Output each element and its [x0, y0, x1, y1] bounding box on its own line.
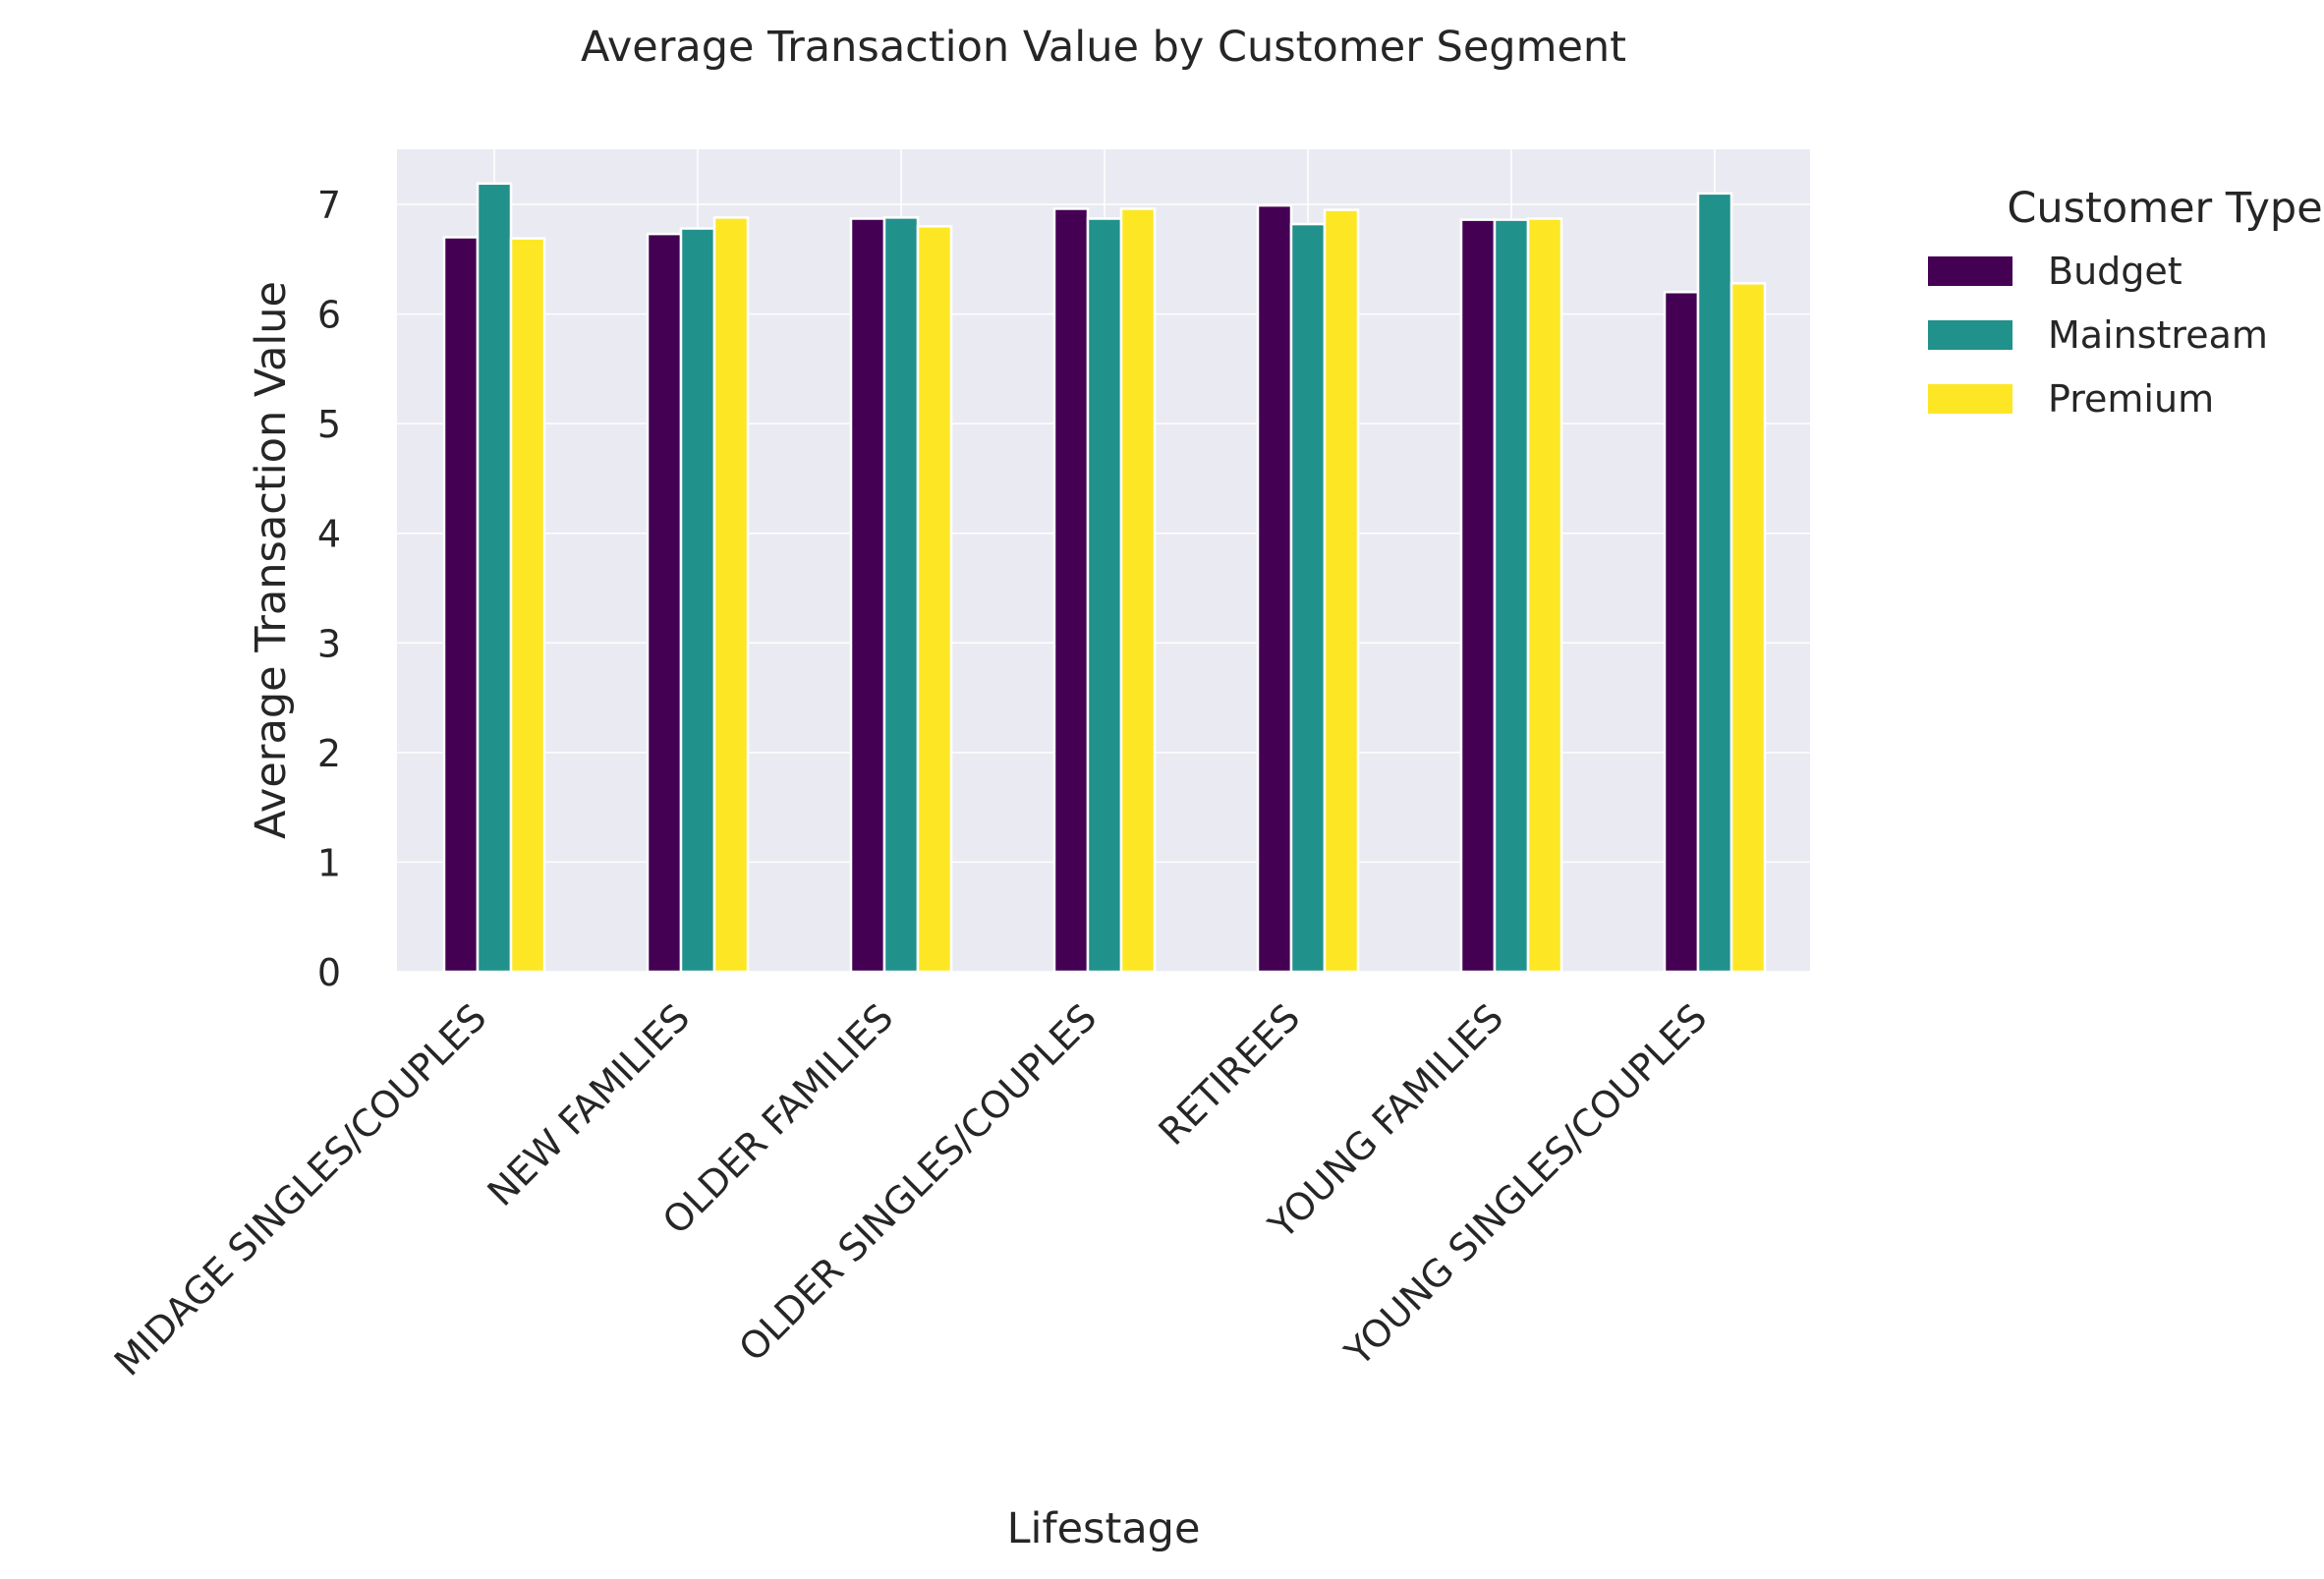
- legend-items: Budget Mainstream Premium: [1928, 250, 2268, 421]
- legend-swatch-budget: [1928, 256, 2012, 286]
- x-tick-label: YOUNG SINGLES/COUPLES: [1336, 995, 1716, 1375]
- legend-label-mainstream: Mainstream: [2048, 313, 2268, 357]
- bar-budget: [1256, 203, 1293, 974]
- bar-budget: [442, 236, 480, 974]
- bar-budget: [1052, 207, 1090, 974]
- bar-budget: [646, 232, 683, 974]
- legend: Customer Type Budget Mainstream Premium: [1928, 184, 2323, 421]
- x-tick-label: NEW FAMILIES: [480, 995, 699, 1214]
- y-tick-label: 0: [317, 951, 341, 994]
- bar-premium: [509, 237, 546, 974]
- legend-label-premium: Premium: [2048, 377, 2214, 421]
- bar-mainstream: [882, 216, 920, 974]
- x-tick-label: OLDER SINGLES/COUPLES: [730, 995, 1105, 1370]
- bar-premium: [1323, 208, 1360, 974]
- bar-mainstream: [1289, 222, 1327, 974]
- bar-premium: [1119, 207, 1157, 974]
- bar-premium: [1729, 282, 1767, 974]
- y-tick-labels: 0 1 2 3 4 5 6 7: [317, 184, 341, 994]
- y-tick-label: 5: [317, 403, 341, 446]
- bar-mainstream: [476, 182, 513, 974]
- x-axis-label: Lifestage: [1007, 1504, 1201, 1553]
- bar-budget: [849, 217, 886, 974]
- y-tick-label: 1: [317, 841, 341, 884]
- x-tick-label: MIDAGE SINGLES/COUPLES: [106, 995, 494, 1383]
- bar-premium: [712, 216, 750, 974]
- legend-swatch-premium: [1928, 384, 2012, 414]
- bar-mainstream: [1696, 192, 1733, 974]
- legend-title: Customer Type: [2007, 184, 2322, 233]
- bar-mainstream: [679, 227, 716, 974]
- y-tick-label: 3: [317, 622, 341, 665]
- y-tick-label: 6: [317, 294, 341, 337]
- bar-budget: [1663, 291, 1700, 974]
- legend-swatch-mainstream: [1928, 320, 2012, 350]
- bar-mainstream: [1493, 218, 1530, 974]
- y-axis-label: Average Transaction Value: [247, 281, 296, 839]
- bar-budget: [1459, 218, 1497, 974]
- bar-premium: [1526, 217, 1563, 974]
- legend-label-budget: Budget: [2048, 250, 2182, 293]
- chart-title: Average Transaction Value by Customer Se…: [581, 23, 1626, 72]
- y-tick-label: 4: [317, 513, 341, 556]
- bars: [442, 182, 1767, 974]
- bar-mainstream: [1086, 217, 1123, 974]
- bar-premium: [916, 225, 953, 974]
- y-tick-label: 7: [317, 184, 341, 227]
- x-tick-label: RETIREES: [1151, 995, 1309, 1154]
- y-tick-label: 2: [317, 732, 341, 775]
